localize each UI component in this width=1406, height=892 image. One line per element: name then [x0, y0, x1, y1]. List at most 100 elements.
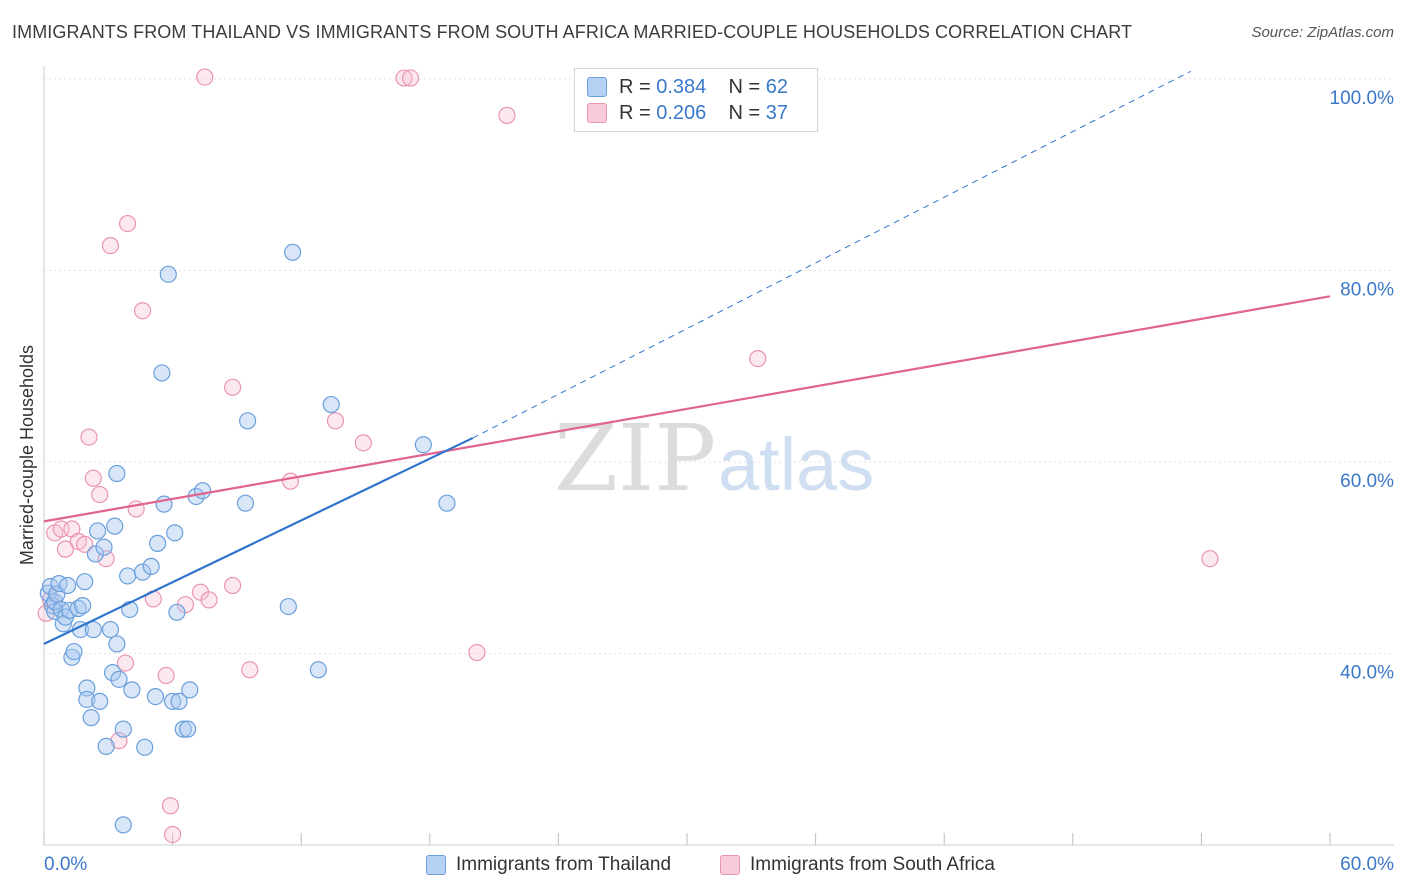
south-africa-point	[196, 68, 214, 86]
south-africa-swatch	[587, 103, 607, 123]
legend-n-label: N =	[728, 101, 761, 124]
south-africa-legend-swatch	[720, 855, 740, 875]
thailand-point	[118, 567, 137, 585]
thailand-point	[181, 681, 199, 699]
thailand-point	[108, 635, 126, 653]
thailand-point	[438, 494, 456, 512]
thailand-point	[136, 738, 154, 756]
thailand-point	[284, 243, 302, 261]
south-africa-trend-line	[43, 295, 1331, 523]
south-africa-point	[401, 69, 420, 87]
south-africa-point	[84, 469, 102, 487]
thailand-point	[65, 642, 83, 661]
thailand-point	[88, 522, 107, 540]
thailand-point	[76, 573, 94, 591]
bottom-legend-thailand: Immigrants from Thailand	[426, 852, 671, 878]
thailand-point	[166, 524, 184, 542]
south-africa-point	[1201, 550, 1219, 568]
south-africa-point	[395, 69, 413, 87]
thailand-swatch	[587, 77, 607, 97]
thailand-point	[159, 265, 177, 283]
south-africa-legend-label: Immigrants from South Africa	[750, 854, 995, 875]
x-tick-label-max: 60.0%	[1340, 854, 1394, 875]
thailand-point	[91, 692, 109, 710]
thailand-point	[86, 545, 105, 563]
thailand-point	[123, 681, 141, 699]
south-africa-point	[56, 540, 75, 558]
thailand-point	[114, 720, 132, 738]
y-tick-label: 60.0%	[1340, 471, 1394, 492]
thailand-point	[133, 563, 152, 581]
legend-n-label: N =	[728, 75, 761, 98]
south-africa-point	[161, 797, 180, 815]
south-africa-point	[224, 378, 242, 396]
south-africa-point	[241, 661, 259, 679]
south-africa-point	[164, 825, 182, 844]
thailand-point	[110, 670, 128, 688]
axis-labels: 40.0% 60.0% 80.0% 100.0% 0.0% 60.0%	[44, 88, 1394, 875]
south-africa-point	[116, 654, 135, 672]
thailand-point	[146, 687, 165, 706]
thailand-point	[78, 690, 96, 709]
thailand-points	[39, 243, 456, 834]
chart-title: IMMIGRANTS FROM THAILAND VS IMMIGRANTS F…	[12, 22, 1133, 42]
trend-lines	[43, 70, 1331, 645]
stats-legend: R = 0.384 N = 62 R = 0.206 N = 37	[574, 68, 818, 132]
y-tick-label: 40.0%	[1340, 663, 1394, 684]
thailand-point	[170, 692, 188, 710]
legend-n-value: 62	[765, 75, 789, 98]
thailand-legend-swatch	[426, 855, 446, 875]
thailand-point	[164, 692, 182, 710]
y-axis-label: Married-couple Households	[17, 345, 37, 565]
south-africa-point	[133, 302, 152, 320]
legend-r-value: 0.206	[656, 101, 707, 124]
thailand-point	[322, 395, 340, 414]
thailand-point	[194, 482, 212, 500]
thailand-point	[114, 816, 132, 834]
thailand-point	[414, 436, 432, 454]
thailand-point	[148, 534, 167, 552]
thailand-point	[239, 412, 257, 430]
source-label: Source: ZipAtlas.com	[1251, 24, 1394, 41]
thailand-point	[58, 576, 77, 595]
south-africa-point	[281, 472, 300, 490]
south-africa-point	[157, 666, 175, 685]
thailand-legend-label: Immigrants from Thailand	[456, 854, 672, 875]
watermark-zip: ZIP	[554, 405, 716, 512]
bottom-legend-south-africa: Immigrants from South Africa	[720, 852, 995, 878]
gridlines	[44, 78, 1394, 654]
south-africa-point	[101, 237, 120, 255]
y-tick-label: 100.0%	[1330, 88, 1395, 109]
thailand-point	[168, 603, 186, 621]
thailand-point	[309, 661, 327, 679]
thailand-point	[153, 364, 171, 382]
thailand-point	[142, 557, 160, 575]
south-africa-point	[80, 428, 98, 446]
south-africa-point	[76, 535, 94, 553]
thailand-point	[103, 664, 122, 682]
thailand-point	[73, 597, 92, 615]
y-tick-label: 80.0%	[1340, 280, 1394, 301]
thailand-point	[46, 602, 64, 620]
legend-r-value: 0.384	[656, 75, 707, 98]
thailand-trend-extension	[472, 70, 1191, 439]
legend-row-south-africa: R = 0.206 N = 37	[587, 101, 788, 125]
south-africa-point	[224, 576, 242, 595]
thailand-point	[82, 709, 100, 727]
thailand-point	[84, 620, 102, 639]
legend-r-label: R =	[619, 75, 651, 98]
south-africa-point	[91, 485, 109, 504]
legend-row-thailand: R = 0.384 N = 62	[587, 75, 788, 99]
thailand-point	[97, 737, 115, 755]
thailand-point	[101, 620, 120, 639]
x-tick-label-min: 0.0%	[44, 854, 87, 875]
watermark: ZIP atlas	[554, 405, 874, 512]
south-africa-point	[354, 434, 372, 452]
thailand-point	[179, 720, 197, 738]
south-africa-point	[200, 591, 218, 609]
legend-r-label: R =	[619, 101, 651, 124]
thailand-point	[108, 464, 126, 483]
thailand-point	[236, 494, 255, 512]
thailand-point	[95, 538, 113, 556]
